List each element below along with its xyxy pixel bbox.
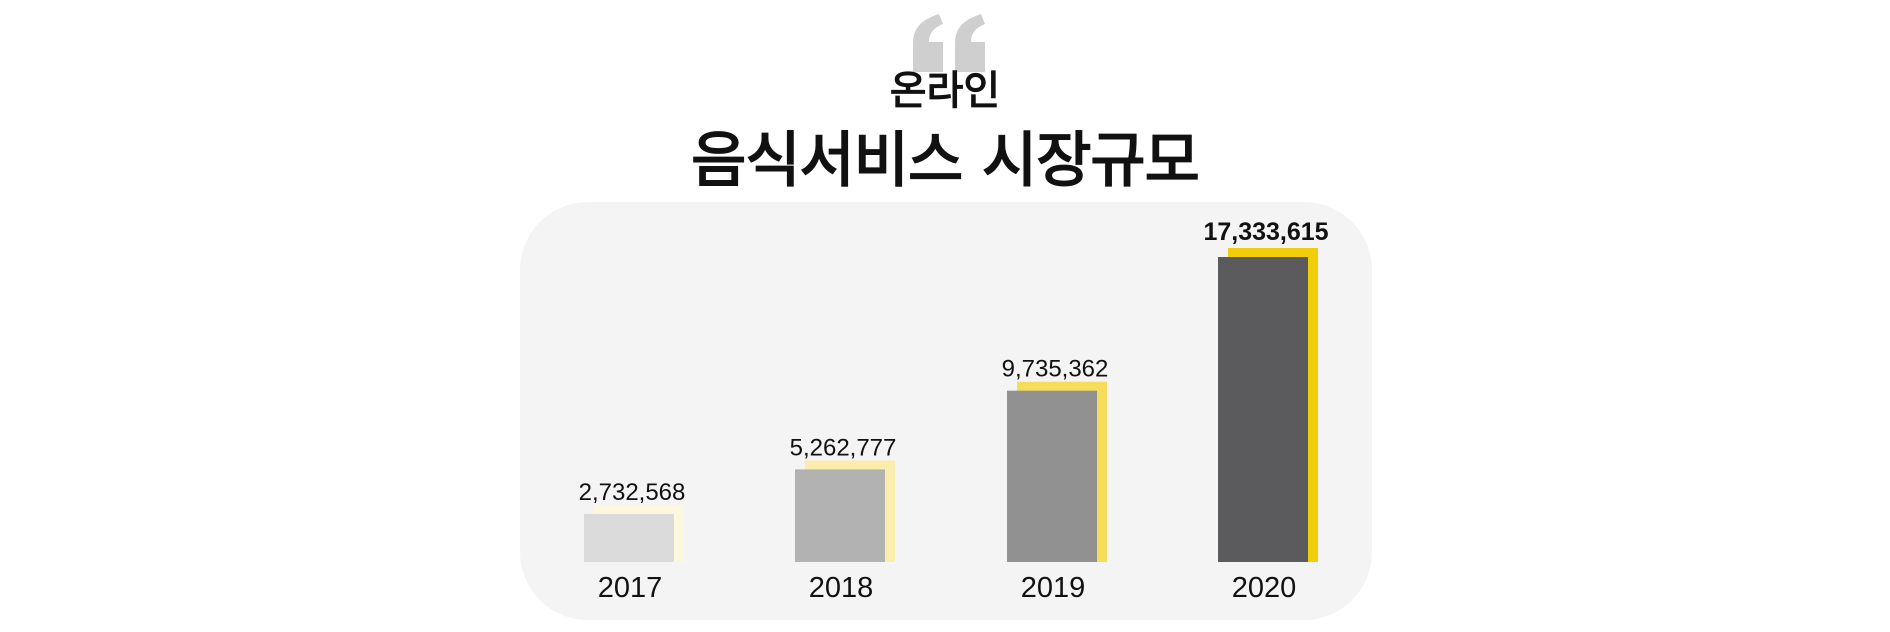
bar-2019 (1007, 390, 1097, 562)
quote-mark-icon (913, 14, 985, 72)
bar-2018 (795, 469, 885, 562)
bar-2017 (584, 513, 674, 562)
value-label-2017: 2,732,568 (579, 479, 686, 506)
chart-subtitle: 온라인 (889, 68, 1001, 114)
category-label-2020: 2020 (1232, 572, 1297, 604)
value-label-2020: 17,333,615 (1203, 218, 1328, 246)
category-label-2017: 2017 (598, 572, 663, 604)
value-label-2018: 5,262,777 (790, 434, 897, 461)
value-label-2019: 9,735,362 (1002, 356, 1109, 383)
chart-title: 음식서비스 시장규모 (691, 126, 1200, 196)
category-label-2019: 2019 (1021, 572, 1086, 604)
category-label-2018: 2018 (809, 572, 874, 604)
bar-2020 (1218, 257, 1308, 562)
